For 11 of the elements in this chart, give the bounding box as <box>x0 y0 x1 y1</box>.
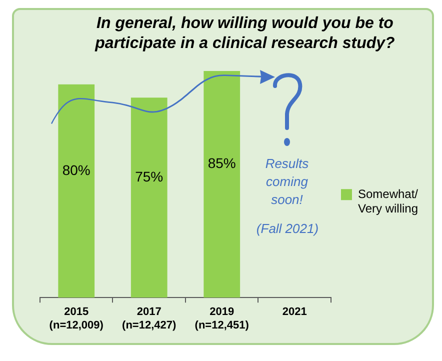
annotation: (Fall 2021) <box>255 220 320 238</box>
data-label: 75% <box>135 168 164 184</box>
chart-title: In general, how willing would you be to participate in a clinical research study? <box>94 14 396 54</box>
annotation: Results coming soon! <box>264 155 310 209</box>
data-label: 80% <box>62 162 90 178</box>
x-tick-label: 2019 (n=12,451) <box>194 306 250 332</box>
x-tick-label: 2021 <box>282 306 307 318</box>
legend-label: Somewhat/ Very willing <box>358 186 419 216</box>
x-tick-label: 2017 (n=12,427) <box>122 306 177 332</box>
x-tick-label: 2015 (n=12,009) <box>49 306 104 332</box>
data-label: 85% <box>208 155 236 172</box>
